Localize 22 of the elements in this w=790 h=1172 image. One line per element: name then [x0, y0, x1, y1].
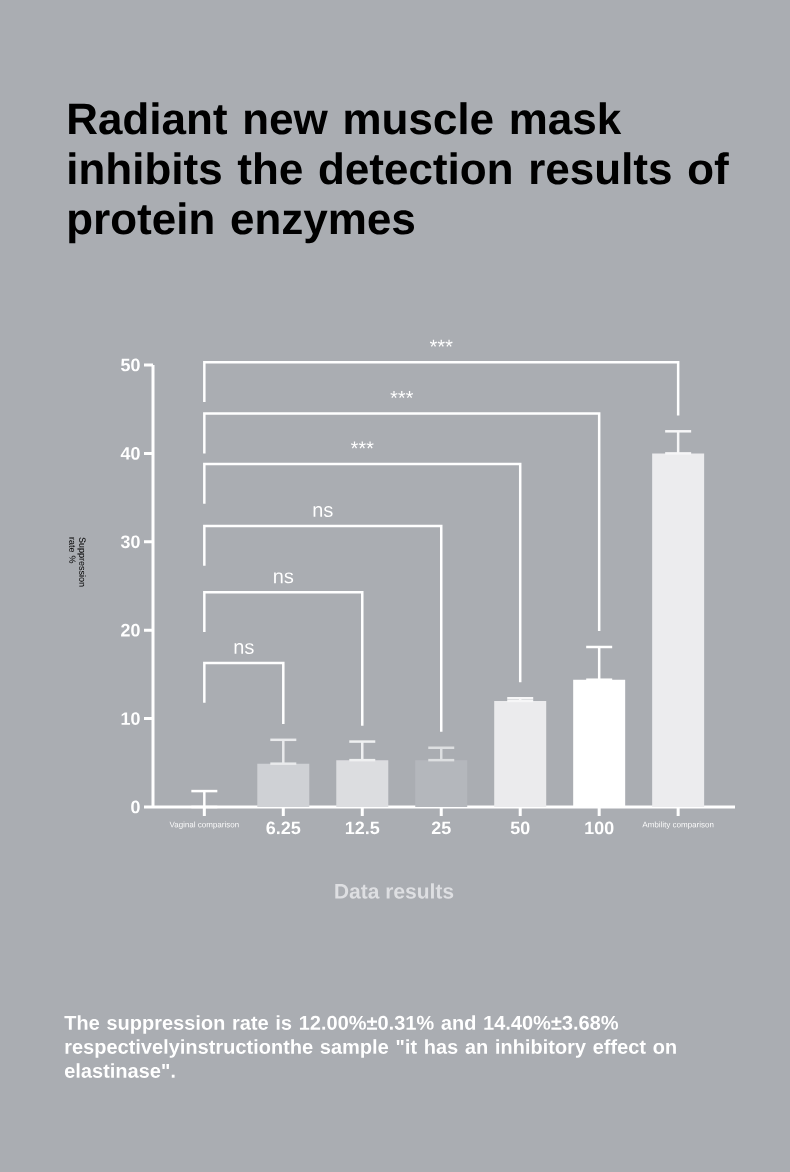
x-tick-label: Ambility comparison: [642, 821, 714, 829]
y-tick-label: 0: [131, 800, 140, 814]
x-tick-label: 100: [585, 821, 614, 835]
x-tick-label: 12.5: [345, 821, 380, 835]
y-axis-title: Suppression rate %: [69, 537, 86, 587]
chart-title: Radiant new muscle mask inhibits the detection results of protein enzymes: [69, 102, 729, 244]
y-tick-label: 40: [120, 447, 140, 460]
y-tick-label: 50: [121, 358, 140, 372]
text: ***: [429, 339, 453, 347]
y-tick-label: 10: [121, 712, 140, 725]
annotation: ns: [313, 506, 333, 518]
x-tick-label: 25: [431, 821, 451, 835]
y-tick-label: 20: [121, 623, 140, 637]
annotation: ***: [350, 441, 374, 449]
x-tick-label: 50: [510, 821, 530, 835]
x-tick-label: 6.25: [266, 821, 301, 835]
annotation: ns: [234, 643, 254, 655]
annotation: ns: [274, 572, 294, 584]
x-tick-label: Vaginal comparison: [169, 821, 239, 829]
y-tick-label: 30: [120, 535, 140, 549]
text: The suppression rate is 12.00%±0.31% and 14.40%±3.68% respectivelyinstructionthe sample "it has an inhibitory effect on elastinase".: [64, 1015, 676, 1078]
annotation: ***: [390, 391, 414, 399]
